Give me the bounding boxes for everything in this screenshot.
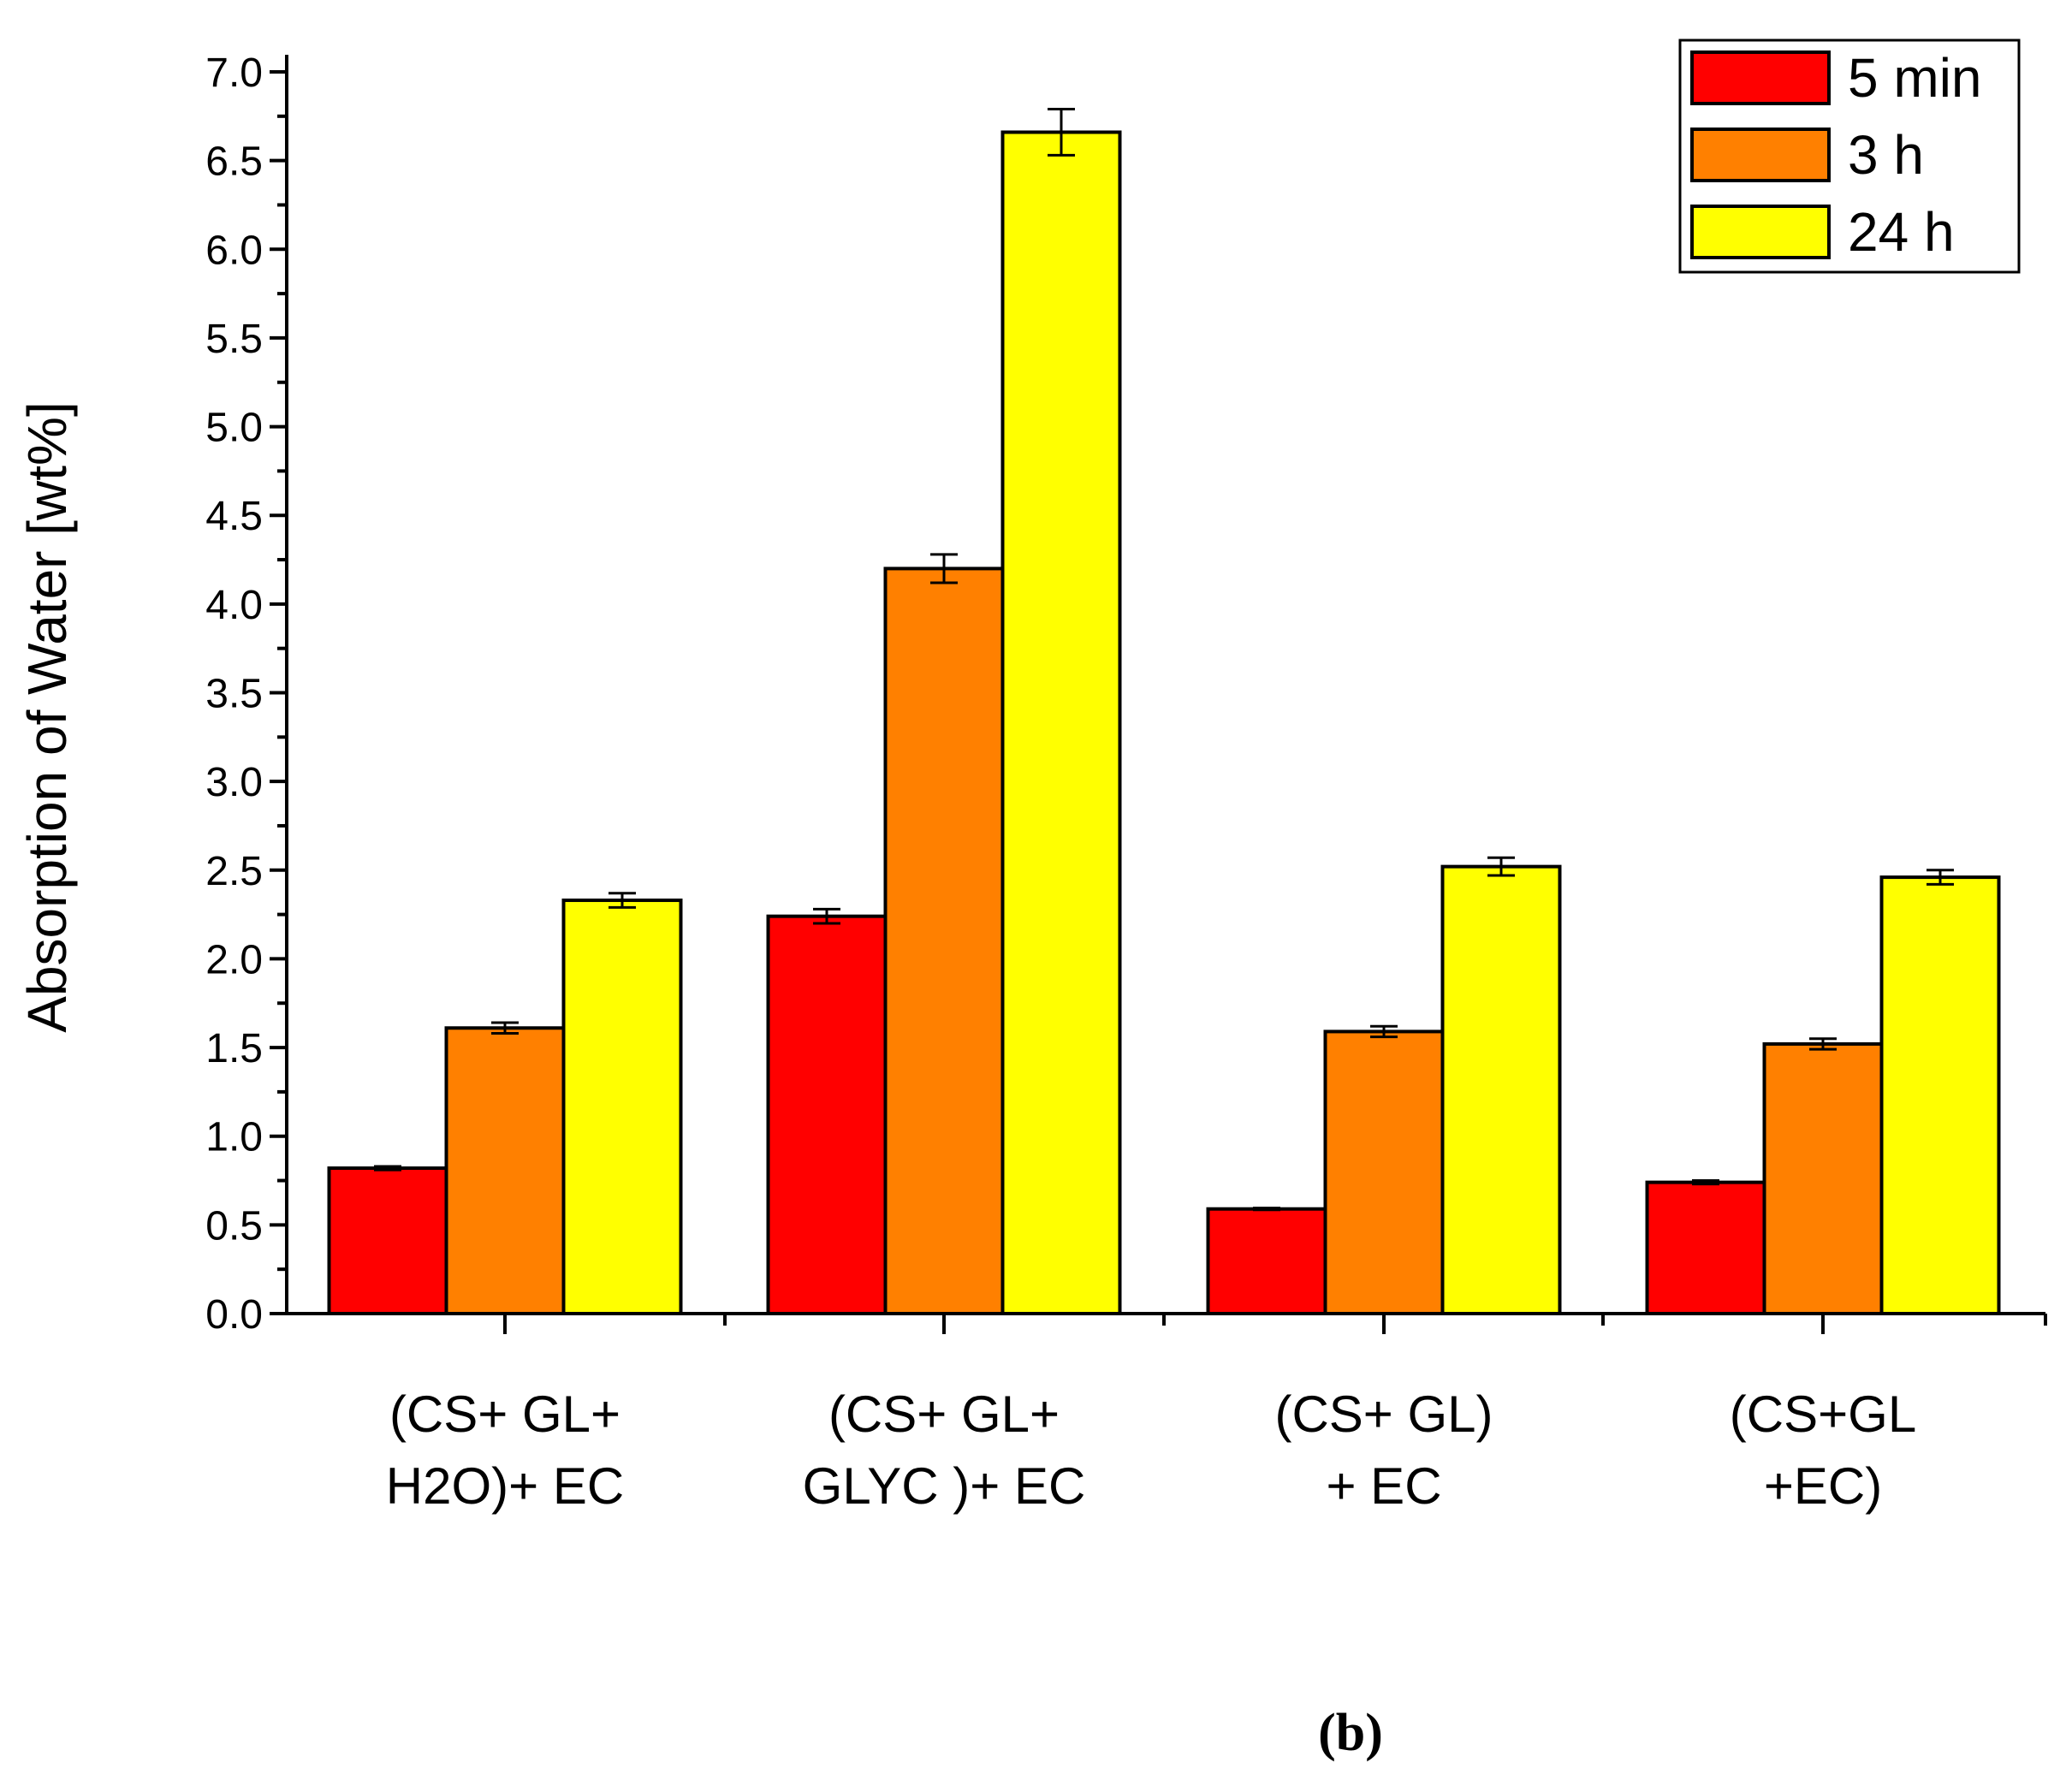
panel-label: (b) — [1318, 1704, 1383, 1762]
bar — [1323, 1029, 1445, 1316]
y-tick-label: 4.0 — [205, 583, 263, 628]
y-axis: 0.0 0.5 1.0 1.5 2.0 2.5 3.0 3.5 4.0 4.5 5.0 5.5 6.0 6… — [205, 50, 288, 1338]
y-tick-label: 5.5 — [205, 317, 263, 362]
bar — [766, 914, 888, 1316]
bar — [1000, 130, 1122, 1315]
bars — [327, 108, 2001, 1316]
x-tick-label: +EC) — [1764, 1457, 1882, 1515]
x-tick-label: GLYC )+ EC — [803, 1457, 1086, 1515]
error-bar — [1370, 1024, 1398, 1039]
legend-label: 24 h — [1848, 201, 1955, 263]
error-bar — [1809, 1037, 1837, 1051]
legend-swatch — [1690, 50, 1831, 105]
bar — [1440, 864, 1562, 1315]
y-tick-label: 6.5 — [205, 139, 263, 185]
x-tick-label: (CS+ GL+ — [828, 1385, 1060, 1443]
bar — [1762, 1041, 1884, 1315]
x-tick-label: (CS+ GL+ — [389, 1385, 620, 1443]
legend-label: 3 h — [1848, 124, 1924, 186]
y-tick-label: 5.0 — [205, 406, 263, 451]
legend-swatch — [1690, 205, 1831, 259]
legend-label: 5 min — [1848, 47, 1982, 109]
error-bar — [930, 553, 958, 584]
x-tick-label: + EC — [1326, 1457, 1441, 1515]
y-tick-label: 2.5 — [205, 849, 263, 894]
error-bar — [1692, 1179, 1719, 1186]
y-tick-label: 0.5 — [205, 1203, 263, 1249]
error-bar — [374, 1165, 401, 1172]
bar — [883, 567, 1005, 1315]
x-axis: (CS+ GL+ H2O)+ EC (CS+ GL+ GLYC )+ EC (CS+ G… — [287, 1312, 2047, 1515]
y-tick-label: 3.0 — [205, 760, 263, 805]
error-bar — [1253, 1207, 1280, 1212]
bar — [327, 1166, 448, 1316]
bar — [1206, 1207, 1327, 1315]
bar — [1879, 875, 2001, 1315]
error-bar — [609, 892, 636, 909]
y-tick-label: 7.0 — [205, 50, 263, 96]
bar — [444, 1026, 566, 1316]
y-tick-label: 1.0 — [205, 1115, 263, 1160]
x-tick-label: (CS+GL — [1730, 1385, 1916, 1443]
y-tick-label: 2.0 — [205, 937, 263, 982]
error-bar — [813, 907, 840, 925]
x-tick-label: (CS+ GL) — [1274, 1385, 1493, 1443]
y-tick-label: 4.5 — [205, 494, 263, 539]
error-bar — [1487, 856, 1515, 877]
legend: 5 min 3 h 24 h — [1678, 39, 2021, 274]
y-tick-label: 0.0 — [205, 1292, 263, 1338]
x-tick-label: H2O)+ EC — [386, 1457, 624, 1515]
y-tick-label: 3.5 — [205, 672, 263, 717]
error-bar — [1048, 108, 1075, 157]
error-bar — [491, 1021, 519, 1035]
y-tick-label: 6.0 — [205, 228, 263, 273]
y-tick-label: 1.5 — [205, 1026, 263, 1071]
bar — [561, 899, 683, 1315]
y-axis-label: Absorption of Water [wt%] — [16, 401, 78, 1032]
error-bar — [1927, 869, 1954, 886]
bar — [1645, 1180, 1766, 1315]
legend-swatch — [1690, 128, 1831, 182]
